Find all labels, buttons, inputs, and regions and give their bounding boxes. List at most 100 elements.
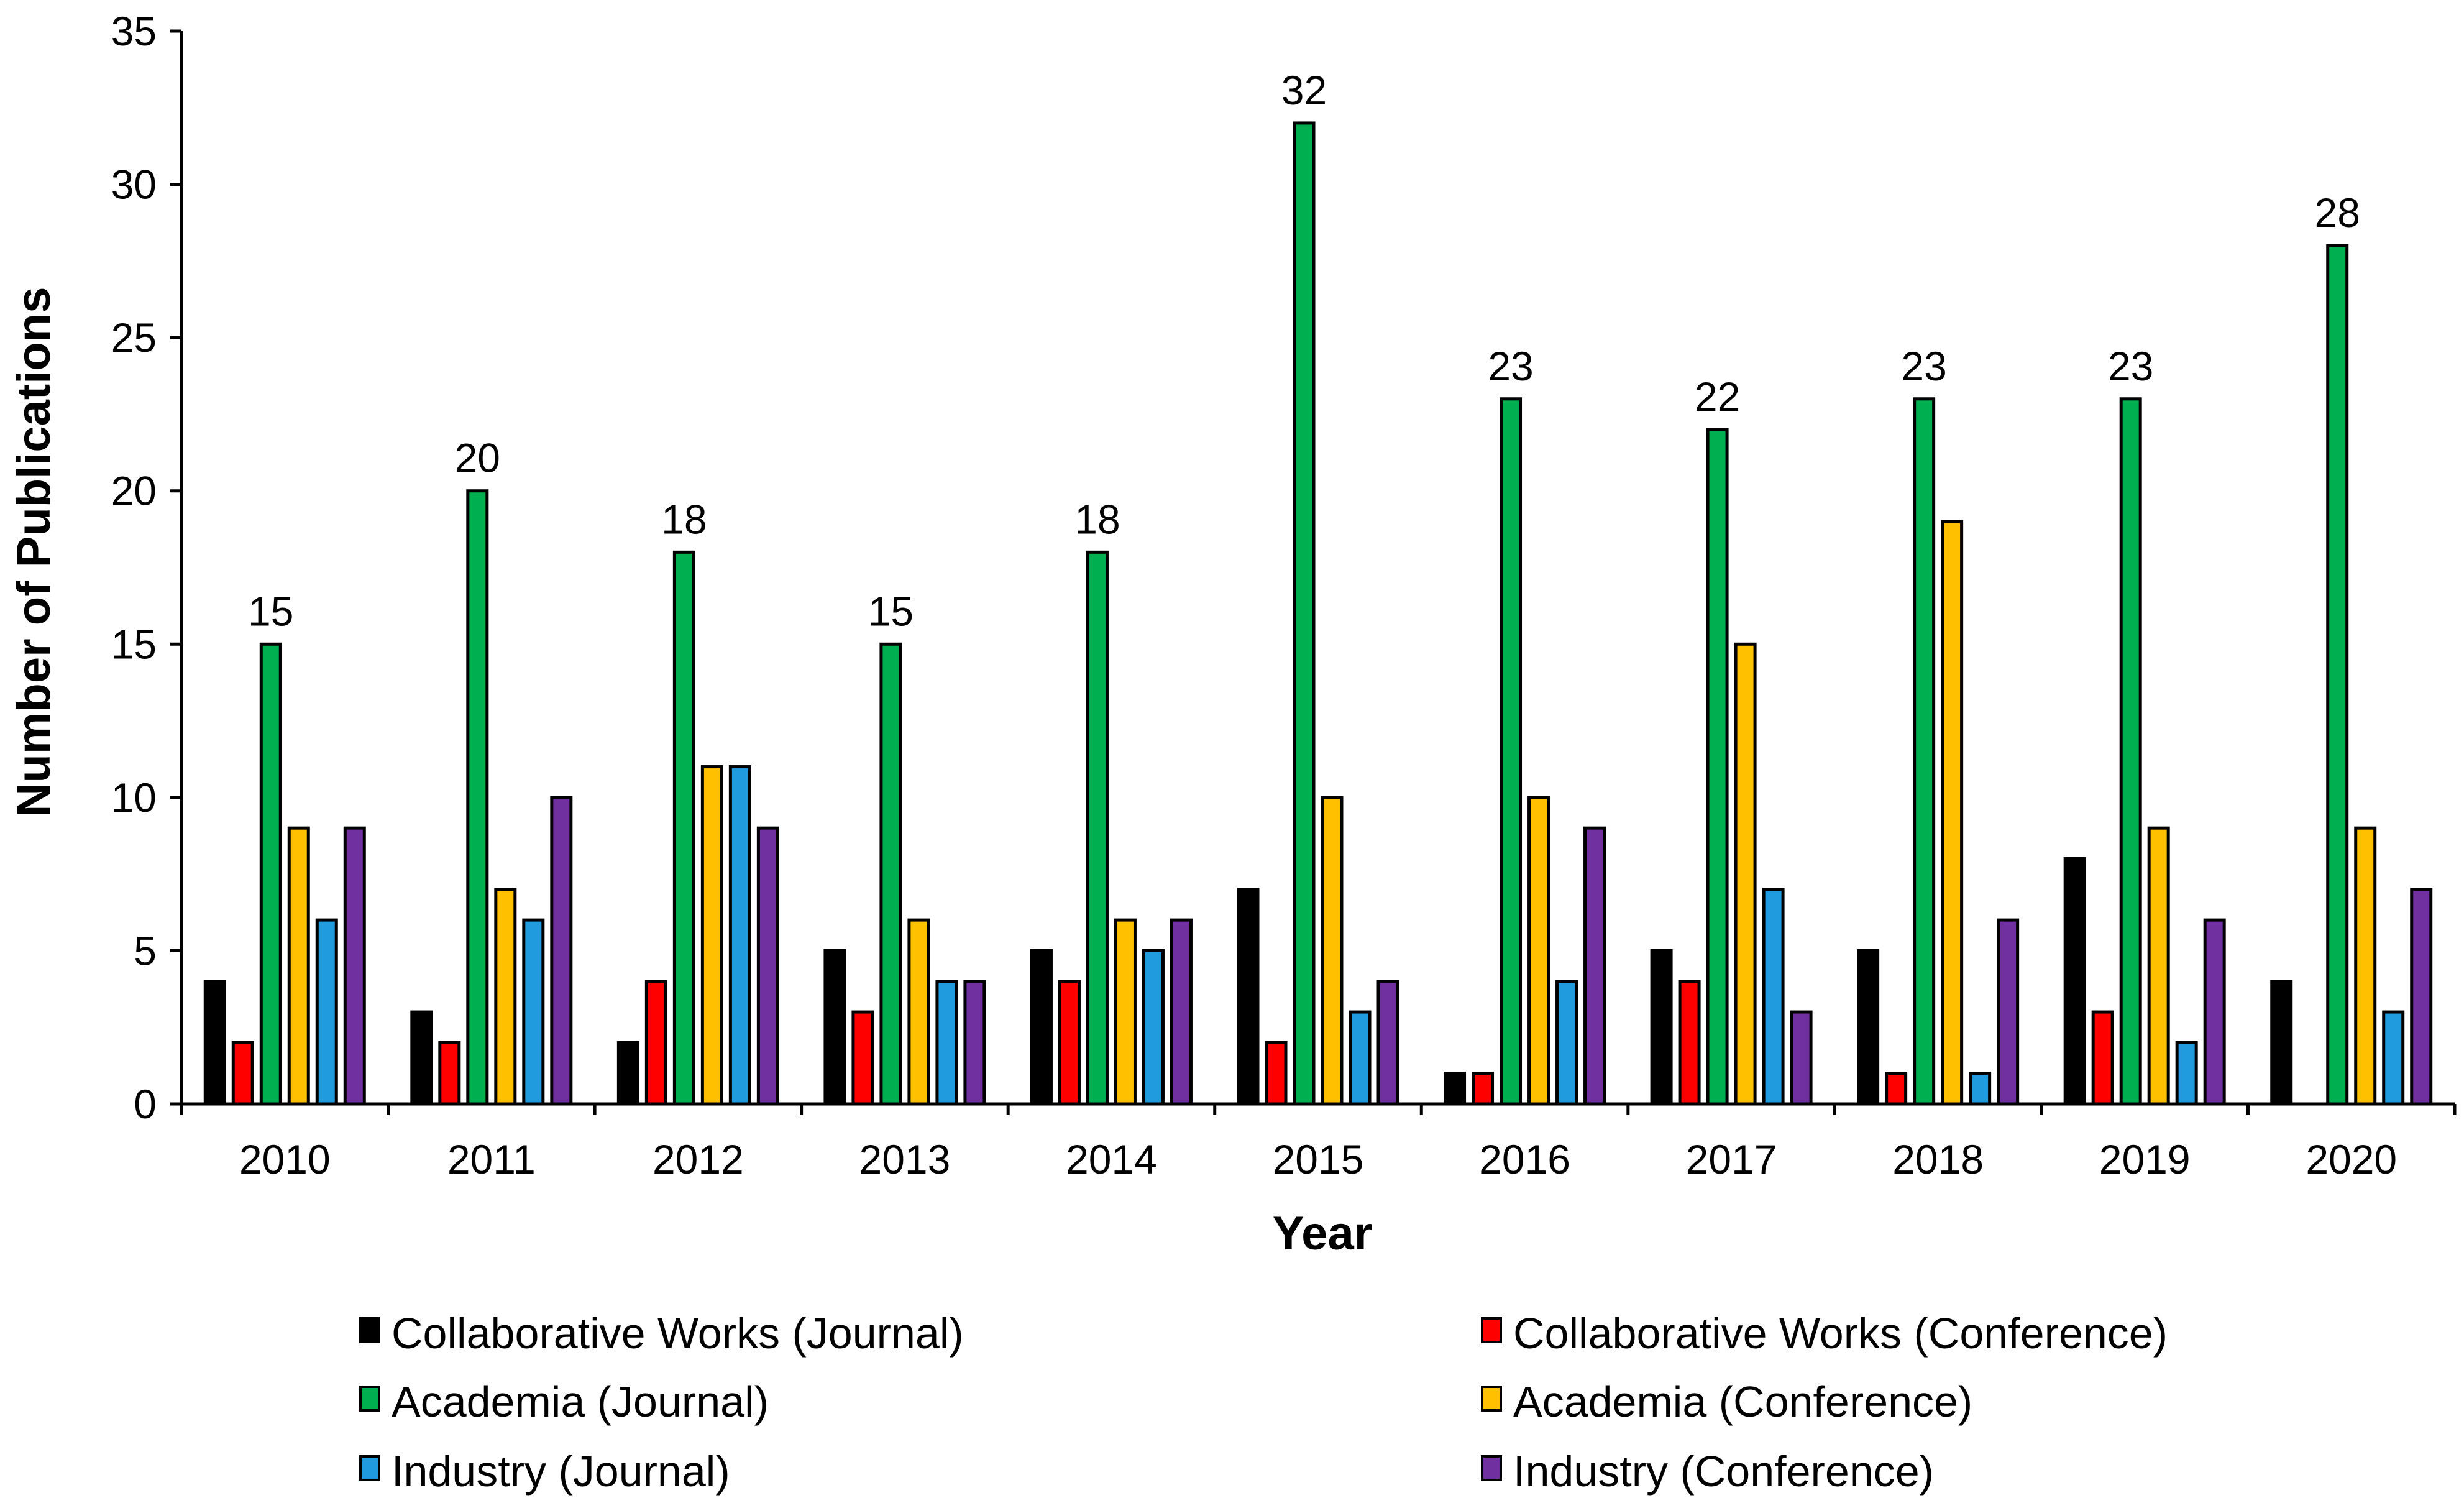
bar-2016-series-5 [1583, 826, 1606, 1106]
bar-2019-series-2 [2119, 397, 2142, 1106]
bar-2013-series-4 [935, 980, 958, 1106]
bar-2015-series-1 [1265, 1041, 1288, 1106]
bar-2016-series-3 [1527, 796, 1550, 1106]
data-label-2015: 32 [1281, 67, 1327, 113]
y-tick-label-15: 15 [111, 621, 157, 667]
data-label-2016: 23 [1488, 343, 1533, 389]
bar-2014-series-1 [1058, 980, 1081, 1106]
bar-2019-series-1 [2091, 1010, 2114, 1106]
legend-swatch-2 [359, 1386, 380, 1412]
bars-layer [203, 121, 2433, 1106]
bar-2014-series-5 [1170, 918, 1193, 1106]
bar-2012-series-2 [672, 550, 695, 1106]
bar-2014-series-2 [1086, 550, 1109, 1106]
bar-2010-series-2 [259, 642, 282, 1106]
bar-2010-series-3 [287, 826, 310, 1106]
legend-label-4: Industry (Journal) [392, 1447, 730, 1496]
legend-swatch-4 [359, 1455, 380, 1481]
bar-2017-series-1 [1678, 980, 1701, 1106]
bar-2020-series-4 [2382, 1010, 2405, 1106]
data-label-2014: 18 [1074, 496, 1120, 542]
data-label-2010: 15 [248, 588, 293, 634]
y-axis-title: Number of Publications [7, 287, 60, 817]
y-axis: 0 5 10 15 20 25 30 35 [111, 8, 183, 1127]
x-tick-label-2016: 2016 [1479, 1136, 1570, 1182]
data-label-2017: 22 [1695, 374, 1740, 420]
bar-2020-series-5 [2410, 888, 2433, 1106]
data-label-2012: 18 [661, 496, 707, 542]
legend-swatch-5 [1481, 1455, 1502, 1481]
x-tick-label-2010: 2010 [239, 1136, 331, 1182]
bar-2010-series-0 [203, 980, 226, 1106]
bar-2020-series-3 [2354, 826, 2377, 1106]
x-tick-label-2017: 2017 [1686, 1136, 1777, 1182]
data-label-2020: 28 [2315, 190, 2360, 236]
bar-2015-series-5 [1376, 980, 1399, 1106]
bar-2016-series-2 [1500, 397, 1523, 1106]
x-tick-label-2011: 2011 [447, 1136, 536, 1182]
bar-2011-series-5 [550, 796, 573, 1106]
bar-2015-series-0 [1237, 888, 1260, 1106]
data-labels-layer: 15 20 18 15 18 32 23 22 23 23 28 [248, 67, 2360, 634]
data-label-2011: 20 [455, 435, 500, 481]
legend-swatch-3 [1481, 1386, 1502, 1412]
x-tick-label-2019: 2019 [2099, 1136, 2191, 1182]
bar-2019-series-4 [2175, 1041, 2198, 1106]
bar-2017-series-0 [1650, 949, 1673, 1106]
bar-2017-series-5 [1790, 1010, 1813, 1106]
bar-2017-series-3 [1734, 642, 1757, 1106]
x-tick-label-2014: 2014 [1066, 1136, 1157, 1182]
bar-2014-series-3 [1114, 918, 1137, 1106]
bar-2011-series-4 [522, 918, 545, 1106]
x-axis-title: Year [1273, 1207, 1373, 1260]
bar-2017-series-4 [1762, 888, 1785, 1106]
bar-2012-series-1 [644, 980, 667, 1106]
bar-2012-series-0 [616, 1041, 639, 1106]
legend-swatch-0 [359, 1317, 380, 1343]
bar-2012-series-4 [728, 765, 751, 1106]
bar-2018-series-2 [1913, 397, 1936, 1106]
legend-label-0: Collaborative Works (Journal) [392, 1309, 964, 1358]
bar-2014-series-0 [1030, 949, 1053, 1106]
x-tick-label-2020: 2020 [2306, 1136, 2397, 1182]
legend-label-3: Academia (Conference) [1513, 1377, 1972, 1426]
bar-2012-series-5 [756, 826, 779, 1106]
data-label-2013: 15 [868, 588, 914, 634]
bar-2018-series-1 [1885, 1072, 1908, 1106]
bar-2016-series-0 [1444, 1072, 1467, 1106]
data-label-2019: 23 [2108, 343, 2153, 389]
x-tick-label-2015: 2015 [1273, 1136, 1364, 1182]
bar-2020-series-2 [2326, 244, 2349, 1106]
bar-2015-series-3 [1321, 796, 1344, 1106]
bar-2010-series-4 [315, 918, 338, 1106]
bar-2013-series-0 [823, 949, 846, 1106]
bar-2018-series-0 [1857, 949, 1880, 1106]
bar-2013-series-3 [907, 918, 930, 1106]
bar-2014-series-4 [1142, 949, 1165, 1106]
bar-2011-series-2 [466, 489, 489, 1106]
legend-label-2: Academia (Journal) [392, 1377, 769, 1426]
bar-2013-series-1 [851, 1010, 874, 1106]
bar-2016-series-4 [1555, 980, 1578, 1106]
bar-2011-series-0 [410, 1010, 433, 1106]
bar-2015-series-4 [1349, 1010, 1372, 1106]
x-tick-label-2018: 2018 [1892, 1136, 1984, 1182]
bar-2018-series-5 [1997, 918, 2020, 1106]
bar-2013-series-5 [963, 980, 986, 1106]
bar-2018-series-3 [1941, 520, 1964, 1106]
legend-label-5: Industry (Conference) [1513, 1447, 1934, 1496]
bar-2016-series-1 [1472, 1072, 1495, 1106]
bar-2011-series-1 [438, 1041, 461, 1106]
bar-2013-series-2 [879, 642, 902, 1106]
bar-2019-series-0 [2063, 857, 2086, 1106]
y-tick-label-5: 5 [134, 927, 157, 973]
y-tick-label-35: 35 [111, 8, 157, 54]
x-axis: 2010 2011 2012 2013 2014 2015 2016 2017 2018 2019… [180, 1102, 2457, 1182]
bar-2010-series-1 [231, 1041, 254, 1106]
bar-2019-series-3 [2147, 826, 2170, 1106]
bar-2010-series-5 [343, 826, 366, 1106]
bar-2020-series-0 [2270, 980, 2293, 1106]
x-tick-label-2012: 2012 [653, 1136, 744, 1182]
legend: Collaborative Works (Journal) Collaborati… [359, 1309, 2168, 1496]
